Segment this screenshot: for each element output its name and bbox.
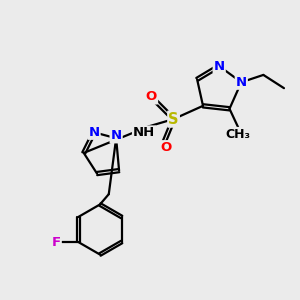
Text: O: O <box>160 141 172 154</box>
Text: S: S <box>168 112 179 127</box>
Text: N: N <box>214 60 225 73</box>
Text: N: N <box>111 129 122 142</box>
Text: N: N <box>236 76 247 89</box>
Text: CH₃: CH₃ <box>226 128 251 141</box>
Text: NH: NH <box>133 126 155 140</box>
Text: F: F <box>52 236 61 248</box>
Text: O: O <box>146 91 157 103</box>
Text: N: N <box>88 126 100 139</box>
